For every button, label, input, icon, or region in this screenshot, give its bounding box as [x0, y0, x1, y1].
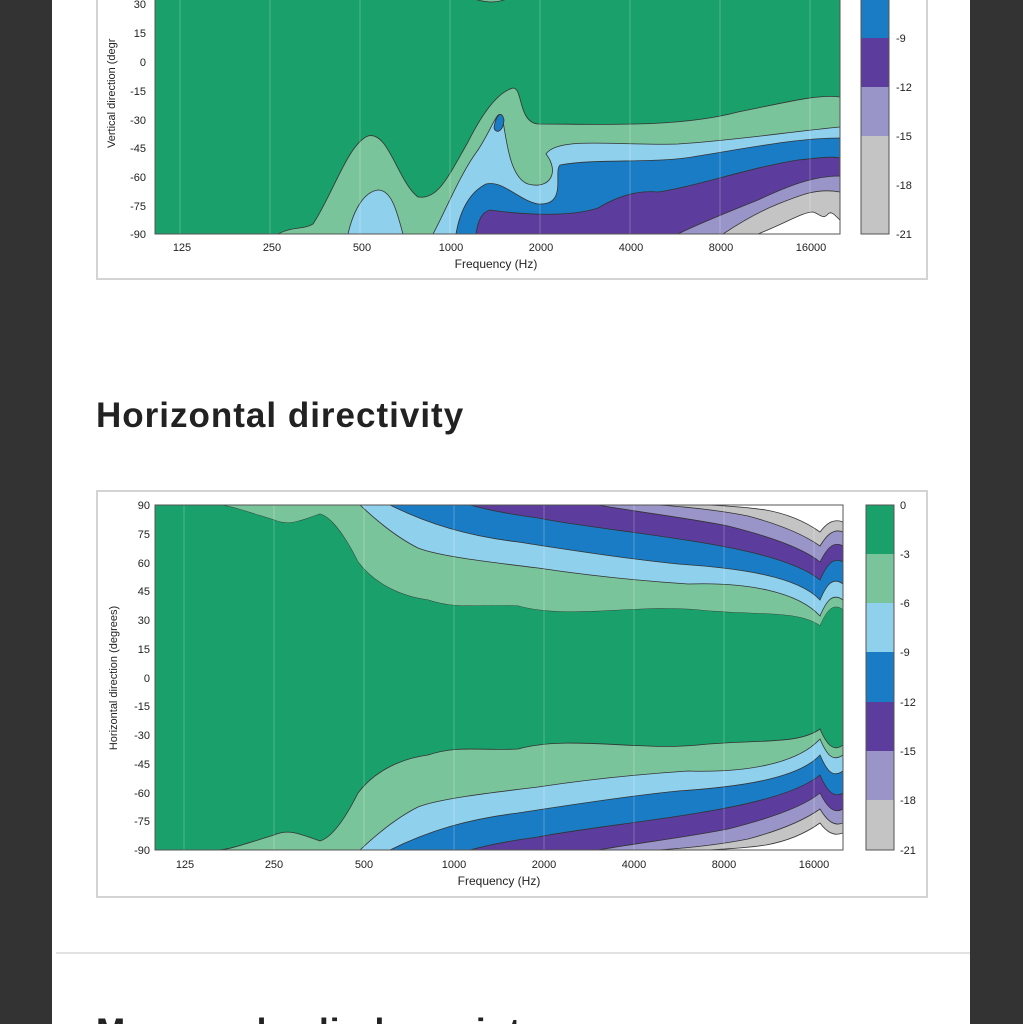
article-page: 30 15 0 -15 -30 -45 -60 -75 -90 Vertical…	[52, 0, 970, 1024]
h-xtick-2: 500	[355, 859, 373, 871]
v-xlabel: Frequency (Hz)	[455, 257, 538, 271]
h-xtick-6: 8000	[712, 859, 736, 871]
h-xtick-0: 125	[176, 859, 194, 871]
v-xtick-4: 2000	[529, 242, 553, 254]
vertical-directivity-figure: 30 15 0 -15 -30 -45 -60 -75 -90 Vertical…	[96, 0, 928, 280]
h-cbtick-6: -18	[900, 795, 916, 807]
h-xtick-7: 16000	[799, 859, 830, 871]
v-cbtick-0: -9	[896, 33, 906, 45]
v-cbtick-1: -12	[896, 82, 912, 94]
h-cbtick-2: -6	[900, 598, 910, 610]
v-ytick-2: 0	[140, 57, 146, 69]
v-xtick-0: 125	[173, 242, 191, 254]
horizontal-directivity-figure: 90 75 60 45 30 15 0 -15 -30 -45 -60 -75 …	[96, 490, 928, 898]
h-ytick-8: -30	[134, 730, 150, 742]
h-xtick-3: 1000	[442, 859, 466, 871]
v-ytick-8: -90	[130, 229, 146, 241]
horizontal-contour-plot	[155, 505, 843, 850]
v-colorbar	[860, 0, 890, 235]
v-ytick-1: 15	[134, 28, 146, 40]
v-ytick-5: -45	[130, 143, 146, 155]
v-xtick-3: 1000	[439, 242, 463, 254]
v-ytick-3: -15	[130, 86, 146, 98]
v-cbtick-3: -18	[896, 180, 912, 192]
h-ytick-12: -90	[134, 845, 150, 857]
h-xtick-4: 2000	[532, 859, 556, 871]
h-cbtick-0: 0	[900, 500, 906, 512]
h-ytick-0: 90	[138, 500, 150, 512]
h-cbtick-5: -15	[900, 746, 916, 758]
v-ytick-6: -60	[130, 172, 146, 184]
v-xtick-5: 4000	[619, 242, 643, 254]
h-ytick-5: 15	[138, 644, 150, 656]
v-ytick-7: -75	[130, 201, 146, 213]
h-ytick-3: 45	[138, 586, 150, 598]
h-cbtick-7: -21	[900, 845, 916, 857]
h-ytick-10: -60	[134, 788, 150, 800]
v-xtick-6: 8000	[709, 242, 733, 254]
h-cbtick-1: -3	[900, 549, 910, 561]
h-ytick-7: -15	[134, 701, 150, 713]
h-xlabel: Frequency (Hz)	[458, 874, 541, 888]
h-ylabel: Horizontal direction (degrees)	[108, 606, 120, 750]
vertical-contour-plot	[155, 0, 840, 234]
h-ytick-4: 30	[138, 615, 150, 627]
h-ytick-2: 60	[138, 558, 150, 570]
h-ytick-6: 0	[144, 673, 150, 685]
v-ytick-4: -30	[130, 115, 146, 127]
v-cbtick-4: -21	[896, 229, 912, 241]
v-xtick-2: 500	[353, 242, 371, 254]
section-divider	[56, 952, 970, 954]
v-xtick-7: 16000	[796, 242, 827, 254]
v-xtick-1: 250	[263, 242, 281, 254]
h-colorbar	[865, 504, 895, 851]
h-ytick-1: 75	[138, 529, 150, 541]
h-cbtick-3: -9	[900, 647, 910, 659]
v-ytick-0: 30	[134, 0, 146, 11]
h-cbtick-4: -12	[900, 697, 916, 709]
v-ylabel: Vertical direction (degr	[106, 38, 118, 148]
h-xtick-5: 4000	[622, 859, 646, 871]
h-ytick-11: -75	[134, 816, 150, 828]
next-section-title: Measured cylinder point	[96, 1012, 522, 1024]
h-ytick-9: -45	[134, 759, 150, 771]
horizontal-directivity-title: Horizontal directivity	[96, 396, 465, 435]
h-xtick-1: 250	[265, 859, 283, 871]
v-cbtick-2: -15	[896, 131, 912, 143]
